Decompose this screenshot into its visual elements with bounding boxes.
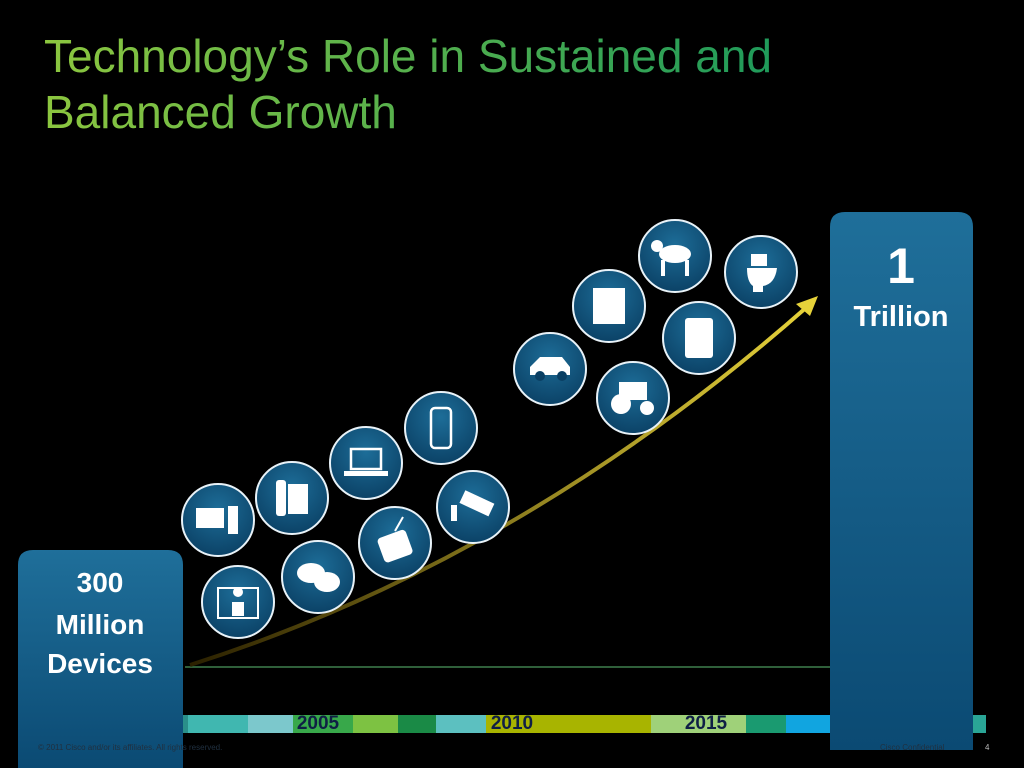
icon [404, 391, 478, 465]
glyph [661, 260, 665, 276]
icon [358, 506, 432, 580]
icon [513, 332, 587, 406]
glyph [751, 254, 767, 266]
glyph [685, 318, 713, 358]
glyph [314, 572, 340, 592]
glyph [640, 401, 654, 415]
end-label: Trillion [853, 301, 948, 333]
growth-curve [189, 304, 810, 667]
icon [724, 235, 798, 309]
end-number: 1 [887, 238, 915, 294]
glyph [429, 406, 453, 450]
year-label: 2015 [685, 713, 728, 734]
icon-circle [404, 391, 478, 465]
glyph [459, 490, 495, 517]
glyph [232, 602, 244, 616]
glyph [196, 508, 224, 528]
year-label: 2010 [491, 713, 533, 734]
glyph [651, 240, 663, 252]
device-icons [181, 219, 798, 639]
glyph [276, 480, 286, 516]
title: Technology’s Role in Sustained and Balanc… [44, 30, 772, 138]
icon [201, 565, 275, 639]
glyph [685, 260, 689, 276]
icon [329, 426, 403, 500]
icon [638, 219, 712, 293]
glyph [228, 506, 238, 534]
glyph [394, 516, 404, 532]
icon-circle [329, 426, 403, 500]
icon [596, 361, 670, 435]
glyph [619, 382, 647, 400]
glyph [535, 371, 545, 381]
glyph [288, 484, 308, 514]
glyph [451, 505, 457, 521]
icon [281, 540, 355, 614]
glyph [659, 245, 691, 263]
glyph [747, 268, 777, 292]
glyph [530, 357, 570, 375]
start-line: 300 [77, 567, 124, 598]
year-label: 2005 [297, 713, 340, 734]
end-box [830, 212, 973, 750]
page-number: 4 [985, 743, 990, 752]
icon [181, 483, 255, 557]
icon [662, 301, 736, 375]
copyright: © 2011 Cisco and/or its affiliates. All … [38, 743, 222, 752]
start-line: Million [56, 609, 145, 640]
icon [436, 470, 510, 544]
glyph [377, 529, 413, 563]
glyph [344, 471, 388, 476]
start-line: Devices [47, 648, 153, 679]
start-box [18, 550, 183, 768]
icon [572, 269, 646, 343]
arrowhead [796, 296, 818, 316]
glyph [593, 288, 625, 324]
glyph [349, 447, 383, 471]
glyph [233, 587, 243, 597]
icon [255, 461, 329, 535]
confidential: Cisco Confidential [880, 743, 945, 752]
glyph [557, 371, 567, 381]
